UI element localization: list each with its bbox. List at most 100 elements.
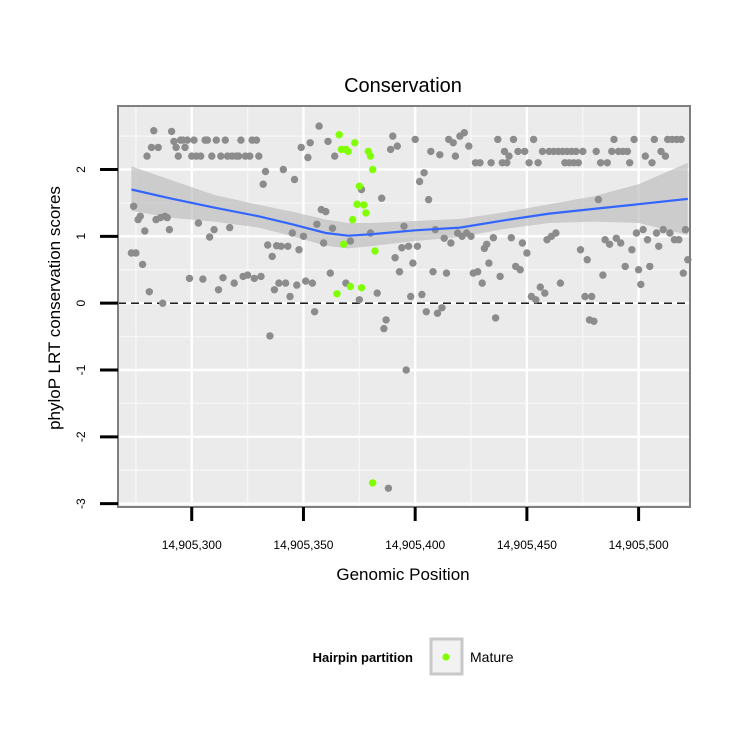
data-point	[181, 143, 189, 152]
data-point	[328, 224, 337, 232]
data-point	[197, 152, 205, 160]
data-point	[219, 274, 227, 282]
data-point	[637, 280, 645, 289]
data-point	[129, 202, 138, 210]
data-point	[217, 152, 225, 160]
data-point	[308, 279, 317, 287]
data-point	[295, 246, 303, 254]
data-point	[634, 266, 643, 274]
data-point	[147, 143, 156, 152]
data-point	[621, 262, 629, 271]
data-point	[257, 272, 265, 281]
data-point	[474, 268, 482, 276]
data-point	[252, 136, 261, 144]
data-point	[612, 234, 620, 242]
data-point	[552, 229, 560, 237]
data-point	[237, 136, 245, 144]
data-point	[165, 225, 174, 234]
data-point	[608, 147, 616, 156]
x-tick-label: 14,905,400	[385, 538, 445, 552]
y-tick-label: -3	[74, 498, 88, 509]
data-point	[433, 309, 442, 317]
data-point	[534, 159, 542, 167]
data-point	[523, 249, 531, 257]
data-point	[451, 152, 460, 160]
data-point	[465, 142, 473, 150]
smooth-ribbon-layer	[131, 162, 688, 249]
data-point	[205, 233, 214, 241]
data-point	[154, 143, 162, 152]
data-point	[521, 147, 529, 156]
data-point	[478, 279, 486, 287]
data-point	[402, 366, 410, 374]
data-point	[572, 147, 580, 156]
data-point	[384, 484, 393, 492]
y-tick-label: 1	[74, 233, 88, 240]
y-tick-label: -1	[74, 364, 88, 375]
data-point	[261, 167, 270, 176]
data-point	[532, 296, 540, 304]
data-point	[382, 316, 390, 324]
data-point	[626, 159, 634, 167]
data-point	[281, 279, 290, 287]
data-point	[190, 136, 198, 144]
data-point	[541, 289, 549, 297]
data-point	[210, 225, 218, 234]
data-point-mature	[355, 182, 363, 190]
data-point	[483, 240, 491, 248]
data-point	[681, 225, 690, 234]
data-point	[489, 234, 498, 242]
data-point	[449, 139, 457, 147]
data-point	[599, 271, 607, 279]
data-point-mature	[335, 131, 343, 139]
legend-key-point	[442, 653, 450, 661]
data-point	[284, 242, 292, 250]
data-point	[422, 308, 430, 316]
data-point	[355, 296, 363, 304]
data-point	[505, 152, 513, 160]
data-point-mature	[348, 215, 357, 224]
data-point	[393, 142, 401, 150]
data-point	[648, 159, 656, 167]
data-point	[650, 135, 658, 144]
data-point	[299, 232, 308, 240]
data-point	[409, 259, 417, 267]
data-point-mature	[346, 282, 355, 291]
data-point	[574, 159, 582, 167]
legend: Hairpin partition Mature	[313, 637, 514, 676]
data-point	[427, 147, 435, 156]
data-point	[208, 152, 216, 160]
data-point	[324, 137, 332, 146]
data-point	[588, 292, 596, 301]
points-layer	[127, 122, 692, 492]
data-point	[601, 236, 609, 244]
data-point	[646, 262, 654, 271]
data-point	[185, 274, 194, 283]
data-point	[246, 152, 254, 160]
data-point	[659, 225, 667, 234]
data-point	[183, 136, 191, 144]
data-point	[424, 195, 433, 204]
data-point	[230, 279, 238, 287]
data-point	[132, 249, 140, 257]
data-point	[279, 165, 287, 174]
data-point	[319, 239, 328, 247]
data-point	[632, 229, 641, 237]
data-point	[391, 254, 399, 262]
data-point	[378, 194, 386, 202]
data-point-mature	[333, 290, 341, 298]
data-point	[655, 242, 663, 250]
data-point	[418, 290, 426, 299]
data-point	[590, 317, 598, 325]
data-point	[440, 234, 448, 242]
data-point	[556, 279, 565, 287]
data-point	[442, 269, 451, 277]
data-point	[436, 151, 444, 159]
data-point	[509, 135, 518, 144]
data-point	[643, 236, 652, 244]
data-point	[141, 227, 149, 235]
data-point	[304, 153, 312, 162]
data-point	[579, 147, 587, 156]
chart-title: Conservation	[344, 75, 462, 97]
